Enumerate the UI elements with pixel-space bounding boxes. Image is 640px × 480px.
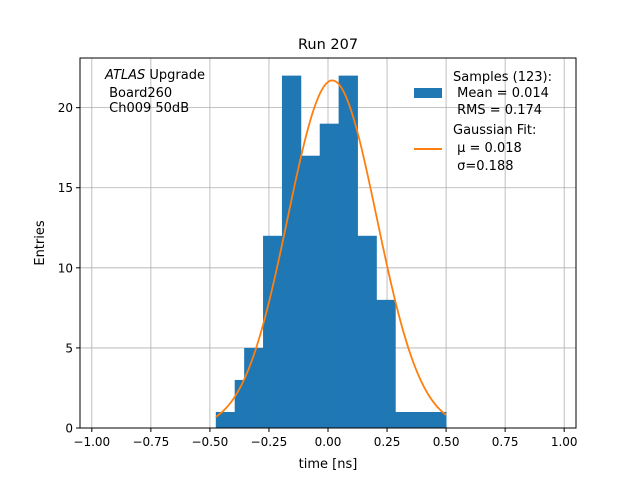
legend-fit-mu: μ = 0.018 <box>453 141 522 156</box>
atlas-annotation: ATLAS Upgrade Board260 Ch009 50dB <box>104 68 205 116</box>
x-tick-label-0: −1.00 <box>73 435 110 449</box>
hist-bar-20 <box>404 411 415 428</box>
x-tick-label-6: 0.50 <box>433 435 460 449</box>
hist-bar-9 <box>300 155 311 428</box>
y-axis-ticks: 0 5 10 15 20 <box>58 101 80 436</box>
x-tick-label-3: −0.25 <box>251 435 288 449</box>
legend-fit-title: Gaussian Fit: <box>453 123 536 138</box>
chart-title: Run 207 <box>298 37 358 53</box>
x-tick-label-2: −0.50 <box>192 435 229 449</box>
x-tick-label-1: −0.75 <box>132 435 169 449</box>
x-tick-label-7: 0.75 <box>492 435 519 449</box>
x-axis-ticks: −1.00 −0.75 −0.50 −0.25 0.00 0.25 0.50 0.75 1.00 <box>73 428 578 449</box>
hist-bar-2 <box>234 379 245 428</box>
hist-bar-11 <box>319 123 330 429</box>
hist-bar-22 <box>423 411 434 428</box>
hist-bar-15 <box>357 235 368 428</box>
hist-bar-7 <box>281 75 292 428</box>
hist-bar-0 <box>215 411 226 428</box>
gaussian-fit <box>215 79 447 418</box>
legend-hist-mean: Mean = 0.014 <box>453 86 549 101</box>
hist-bar-10 <box>310 155 321 428</box>
hist-bar-8 <box>291 75 302 428</box>
legend-hist-rms: RMS = 0.174 <box>453 103 542 118</box>
y-tick-label-0: 0 <box>65 422 73 436</box>
hist-bar-4 <box>253 347 264 428</box>
legend-fit-sigma: σ=0.188 <box>453 159 513 174</box>
y-tick-label-2: 10 <box>58 261 73 275</box>
y-axis-label: Entries <box>33 220 48 266</box>
hist-bar-1 <box>225 411 236 428</box>
y-tick-label-1: 5 <box>65 341 73 355</box>
x-tick-label-8: 1.00 <box>551 435 578 449</box>
hist-bar-3 <box>244 347 254 428</box>
annotation-atlas-italic: ATLAS <box>104 68 145 83</box>
legend-hist-swatch <box>414 88 442 98</box>
hist-bar-21 <box>414 411 425 428</box>
hist-bar-19 <box>395 411 406 428</box>
x-tick-label-4: 0.00 <box>315 435 342 449</box>
fit-curve <box>215 79 447 418</box>
hist-bar-13 <box>338 75 349 428</box>
hist-bar-5 <box>263 235 273 428</box>
hist-bar-18 <box>385 299 396 428</box>
y-tick-label-4: 20 <box>58 101 73 115</box>
annotation-line-1: ATLAS Upgrade <box>104 68 205 83</box>
hist-bar-6 <box>272 235 283 428</box>
annotation-line-2: Board260 <box>105 86 172 101</box>
annotation-upgrade: Upgrade <box>145 68 205 83</box>
histogram-bars <box>215 75 447 429</box>
legend: Samples (123): Mean = 0.014 RMS = 0.174 … <box>414 70 552 174</box>
hist-bar-12 <box>329 123 340 429</box>
annotation-line-3: Ch009 50dB <box>105 101 189 116</box>
x-axis-label: time [ns] <box>299 457 358 472</box>
y-tick-label-3: 15 <box>58 181 73 195</box>
hist-bar-16 <box>366 235 377 428</box>
hist-bar-14 <box>348 75 358 428</box>
hist-bar-23 <box>433 411 447 428</box>
legend-hist-title: Samples (123): <box>453 70 552 85</box>
x-tick-label-5: 0.25 <box>374 435 401 449</box>
hist-bar-17 <box>376 299 387 428</box>
